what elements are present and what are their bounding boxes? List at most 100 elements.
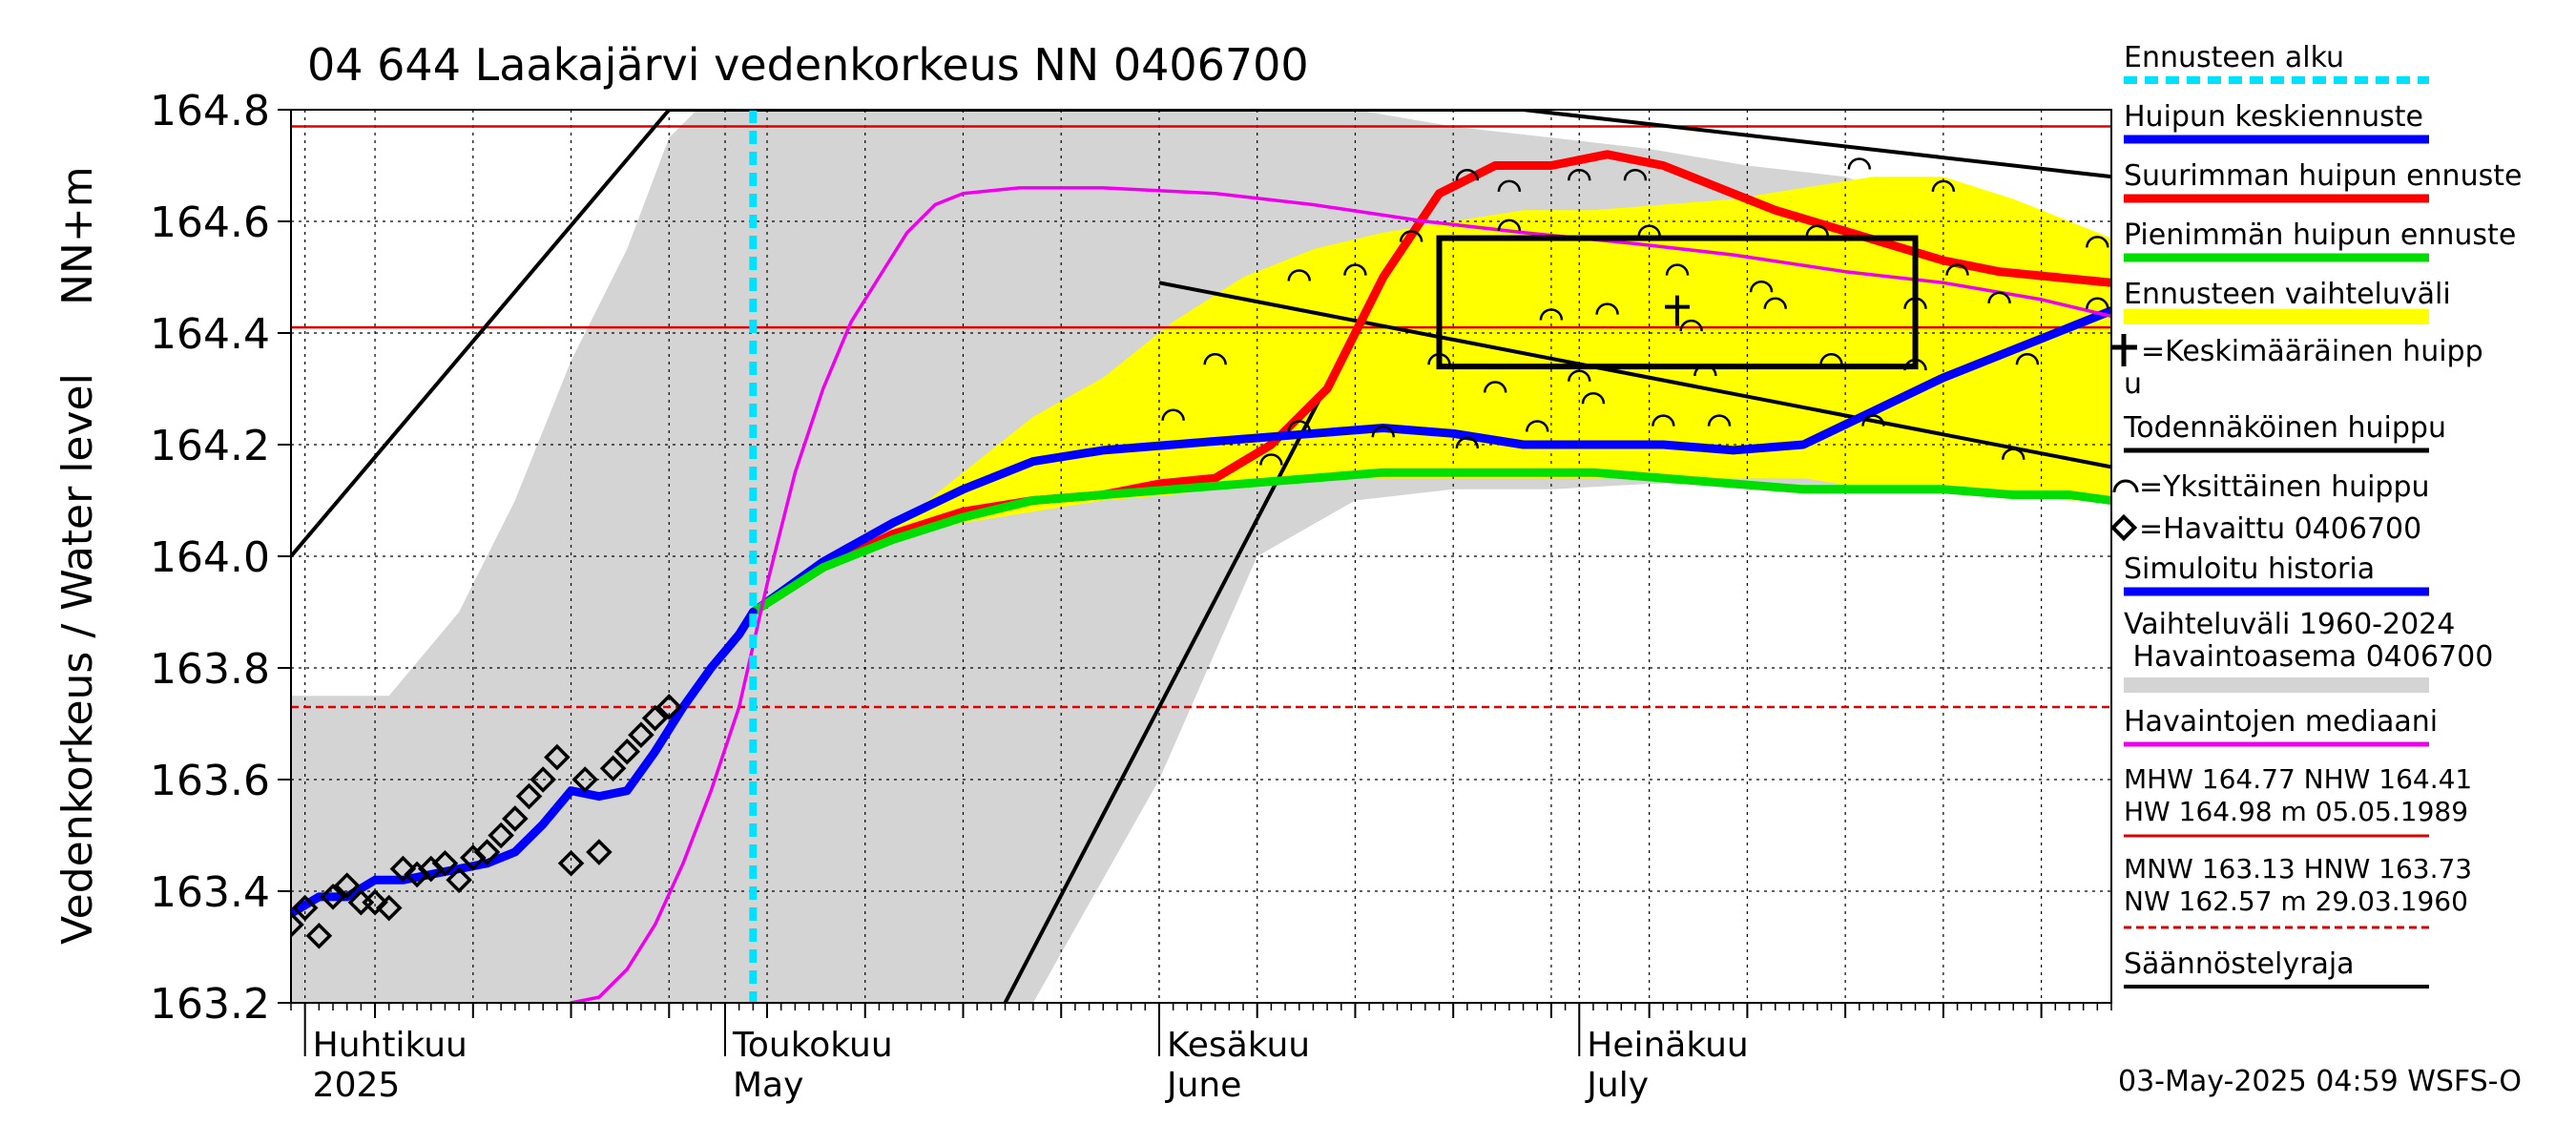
individual-peak-marker xyxy=(2086,297,2109,309)
peak-range-box xyxy=(1436,235,1919,370)
legend-min-forecast-label: Pienimmän huipun ennuste xyxy=(2124,219,2516,252)
individual-peak-marker xyxy=(1526,420,1549,432)
chart-title: 04 644 Laakajärvi vedenkorkeus NN 040670… xyxy=(307,39,1309,91)
legend-hw-stats-1: MHW 164.77 NHW 164.41 xyxy=(2124,763,2472,795)
series-line-pienimm-n-huipun-ennuste xyxy=(748,468,2111,616)
observed-point xyxy=(502,805,529,832)
individual-peak-marker xyxy=(1161,408,1185,421)
y-tick-label: 164.4 xyxy=(150,310,270,359)
observed-point xyxy=(320,884,346,910)
legend-history-label-1: Vaihteluväli 1960-2024 xyxy=(2124,608,2455,641)
individual-peak-marker xyxy=(1203,353,1227,365)
individual-peak-marker xyxy=(1679,319,1703,332)
y-tick-label: 164.6 xyxy=(150,198,270,247)
observed-point xyxy=(571,766,599,793)
x-month-label: Toukokuu xyxy=(732,1026,893,1065)
individual-peak-marker xyxy=(1861,414,1885,427)
legend-max-forecast-label: Suurimman huipun ennuste xyxy=(2124,159,2522,193)
legend-mean-peak-label: =Keskimääräinen huipp xyxy=(2141,335,2483,368)
legend-individual-peak-marker xyxy=(2112,479,2139,493)
series-line-huipun-keskiennuste xyxy=(748,306,2111,616)
individual-peak-marker xyxy=(1343,263,1367,276)
probable-peak-line xyxy=(1523,110,2111,179)
individual-peak-marker xyxy=(1483,381,1507,393)
observed-point xyxy=(333,872,361,899)
observed-point xyxy=(628,721,654,748)
x-month-label: Kesäkuu xyxy=(1167,1026,1310,1065)
legend-probable-peak-label: Todennäköinen huippu xyxy=(2123,411,2446,445)
individual-peak-marker xyxy=(1497,179,1522,193)
legend: Ennusteen alku Huipun keskiennuste Suuri… xyxy=(2109,41,2522,989)
y-tick-label: 164.8 xyxy=(150,87,270,135)
legend-forecast-range-label: Ennusteen vaihteluväli xyxy=(2124,278,2451,311)
y-tick-label: 163.4 xyxy=(150,868,270,917)
individual-peak-marker xyxy=(1568,369,1591,382)
legend-hw-stats-2: HW 164.98 m 05.05.1989 xyxy=(2124,796,2468,827)
individual-peak-marker xyxy=(2002,448,2025,460)
observed-point xyxy=(431,849,459,877)
observed-point xyxy=(641,704,669,732)
individual-peak-marker xyxy=(1455,169,1480,181)
footer-timestamp: 03-May-2025 04:59 WSFS-O xyxy=(2118,1065,2522,1098)
individual-peak-marker xyxy=(1399,230,1423,242)
individual-peak-marker xyxy=(1595,302,1619,315)
y-axis-label: Vedenkorkeus / Water level xyxy=(53,373,102,945)
legend-history-label-2: Havaintoasema 0406700 xyxy=(2124,640,2493,674)
legend-observed-marker xyxy=(2109,513,2138,542)
individual-peak-marker xyxy=(1749,281,1774,293)
individual-peak-marker xyxy=(1539,308,1564,321)
y-tick-label: 163.8 xyxy=(150,645,270,694)
individual-peak-marker xyxy=(1371,426,1396,438)
observed-point xyxy=(305,923,333,949)
individual-peak-marker xyxy=(1805,224,1830,237)
legend-mean-forecast-label: Huipun keskiennuste xyxy=(2124,100,2423,134)
individual-peak-marker xyxy=(1287,420,1311,432)
probable-peak-line xyxy=(291,110,671,558)
observed-point xyxy=(599,755,627,782)
observed-point xyxy=(375,894,403,922)
individual-peak-marker xyxy=(1819,353,1843,365)
legend-observed-label: =Havaittu 0406700 xyxy=(2139,512,2421,546)
individual-peak-marker xyxy=(1665,263,1690,276)
legend-nw-stats-2: NW 162.57 m 29.03.1960 xyxy=(2124,885,2468,917)
observed-point xyxy=(291,894,319,922)
y-axis-unit: NN+m xyxy=(53,166,102,305)
observed-point xyxy=(557,849,585,877)
x-month-sublabel: June xyxy=(1165,1066,1241,1105)
legend-simulated-label: Simuloitu historia xyxy=(2124,552,2375,586)
plot-area xyxy=(291,110,2111,1003)
observed-point xyxy=(613,738,641,765)
x-month-label: Huhtikuu xyxy=(313,1026,467,1065)
individual-peak-marker xyxy=(1497,219,1522,231)
observed-point xyxy=(473,839,501,865)
legend-forecast-start-label: Ennusteen alku xyxy=(2124,41,2344,74)
individual-peak-marker xyxy=(1455,436,1480,449)
y-tick-label: 164.2 xyxy=(150,422,270,470)
observed-point xyxy=(655,694,683,720)
y-tick-label: 163.6 xyxy=(150,757,270,805)
x-month-sublabel: July xyxy=(1585,1066,1649,1105)
individual-peak-marker xyxy=(1637,224,1661,237)
x-month-sublabel: 2025 xyxy=(313,1066,401,1105)
series-line-havaintojen-mediaani xyxy=(569,186,2111,1003)
individual-peak-marker xyxy=(1847,157,1872,170)
individual-peak-marker xyxy=(1931,179,1956,193)
individual-peak-marker xyxy=(1707,414,1732,427)
individual-peak-marker xyxy=(1987,291,2011,304)
legend-mean-peak-marker xyxy=(2110,334,2137,366)
legend-regulation-label: Säännöstelyraja xyxy=(2124,947,2355,981)
y-tick-label: 164.0 xyxy=(150,533,270,582)
y-tick-label: 163.2 xyxy=(150,980,270,1029)
observed-point xyxy=(347,888,375,916)
observed-point xyxy=(488,822,514,849)
individual-peak-marker xyxy=(1287,269,1311,281)
individual-peak-marker xyxy=(1763,297,1787,309)
individual-peak-marker xyxy=(1945,263,1969,276)
series-line-simuloitu-historia xyxy=(291,608,758,918)
individual-peak-marker xyxy=(1623,169,1648,181)
observed-point xyxy=(446,866,472,894)
individual-peak-marker xyxy=(2015,353,2040,365)
individual-peak-marker xyxy=(2086,236,2109,248)
individual-peak-marker xyxy=(1259,453,1283,466)
x-month-sublabel: May xyxy=(733,1066,803,1105)
